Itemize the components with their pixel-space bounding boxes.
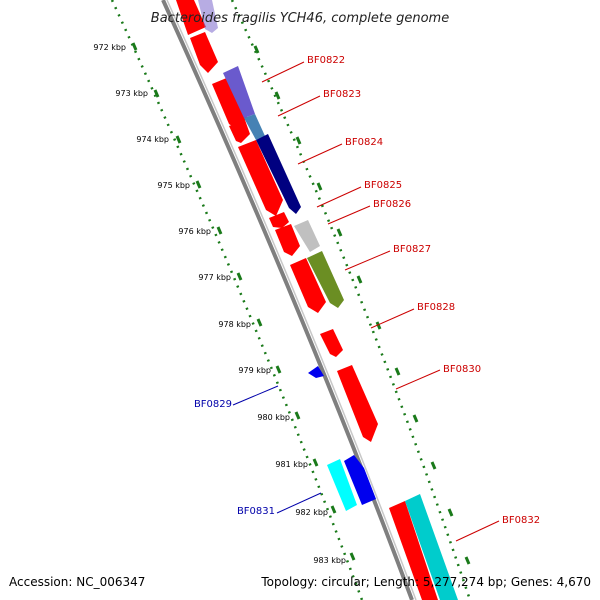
gene-label-bf0832[interactable]: BF0832 [502, 515, 540, 526]
gene-label-bf0826[interactable]: BF0826 [373, 199, 411, 210]
accession-text: Accession: NC_006347 [9, 575, 145, 589]
gene-label-bf0823[interactable]: BF0823 [323, 89, 361, 100]
kbp-label: 976 kbp [178, 227, 211, 236]
gene-bf0823b-band[interactable] [244, 114, 265, 140]
gene-bf0828-shape[interactable] [320, 329, 343, 357]
gene-bf0823-band[interactable] [223, 66, 255, 118]
gene-labels: BF0822 BF0823 BF0824 BF0825 BF0826 BF082… [194, 55, 540, 526]
gene-bf0825-shape[interactable] [269, 212, 289, 228]
inner-ruler-track [110, 0, 364, 600]
outer-band-genes [198, 0, 458, 600]
gene-bf0830-shape[interactable] [337, 365, 378, 442]
gene-bf0821-band[interactable] [198, 0, 218, 33]
genome-summary-text: Topology: circular; Length: 5,277,274 bp… [260, 575, 591, 589]
genome-backbone [161, 0, 414, 600]
gene-bf0822-shape[interactable] [190, 32, 218, 73]
gene-bf0821-shape[interactable] [176, 0, 206, 35]
gene-bf0824-shape[interactable] [238, 140, 283, 216]
gene-label-bf0822[interactable]: BF0822 [307, 55, 345, 66]
kbp-label: 973 kbp [115, 89, 148, 98]
gene-label-bf0825[interactable]: BF0825 [364, 180, 402, 191]
kbp-label: 979 kbp [238, 366, 271, 375]
outer-major-ticks [253, 45, 471, 565]
kbp-label: 975 kbp [157, 181, 190, 190]
kbp-labels: 972 kbp 973 kbp 974 kbp 975 kbp 976 kbp … [93, 43, 346, 565]
kbp-label: 980 kbp [257, 413, 290, 422]
label-leaders [232, 61, 500, 542]
gene-bf0827-shape[interactable] [290, 258, 326, 313]
kbp-label: 981 kbp [275, 460, 308, 469]
kbp-label: 983 kbp [313, 556, 346, 565]
gene-label-bf0827[interactable]: BF0827 [393, 244, 431, 255]
gene-bf0824a-shape[interactable] [229, 120, 250, 143]
reverse-genes [308, 366, 376, 511]
kbp-label: 982 kbp [295, 508, 328, 517]
gene-bf0823-shape[interactable] [212, 77, 247, 130]
forward-genes [176, 0, 438, 600]
gene-bf0832-shape[interactable] [389, 501, 438, 600]
gene-bf0832-band[interactable] [405, 494, 458, 600]
kbp-major-ticks [131, 42, 356, 561]
gene-bf0831-shape[interactable] [344, 455, 376, 505]
map-title: Bacteroides fragilis YCH46, complete gen… [151, 11, 449, 26]
gene-label-bf0831[interactable]: BF0831 [237, 506, 275, 517]
genome-backbone-shadow [166, 0, 417, 600]
gene-label-bf0829[interactable]: BF0829 [194, 399, 232, 410]
kbp-label: 978 kbp [218, 320, 251, 329]
gene-bf0829-shape[interactable] [308, 366, 324, 378]
kbp-label: 974 kbp [136, 135, 169, 144]
kbp-label: 977 kbp [198, 273, 231, 282]
gene-label-bf0828[interactable]: BF0828 [417, 302, 455, 313]
gene-bf0824-band[interactable] [256, 134, 301, 214]
gene-label-bf0830[interactable]: BF0830 [443, 364, 481, 375]
gene-bf0827-band[interactable] [307, 251, 344, 308]
gene-bf0826-band[interactable] [294, 220, 320, 252]
gene-label-bf0824[interactable]: BF0824 [345, 137, 383, 148]
outer-ruler-track [230, 0, 472, 600]
gene-bf0831b-shape[interactable] [327, 459, 357, 511]
gene-bf0826-shape[interactable] [275, 224, 300, 256]
kbp-label: 972 kbp [93, 43, 126, 52]
